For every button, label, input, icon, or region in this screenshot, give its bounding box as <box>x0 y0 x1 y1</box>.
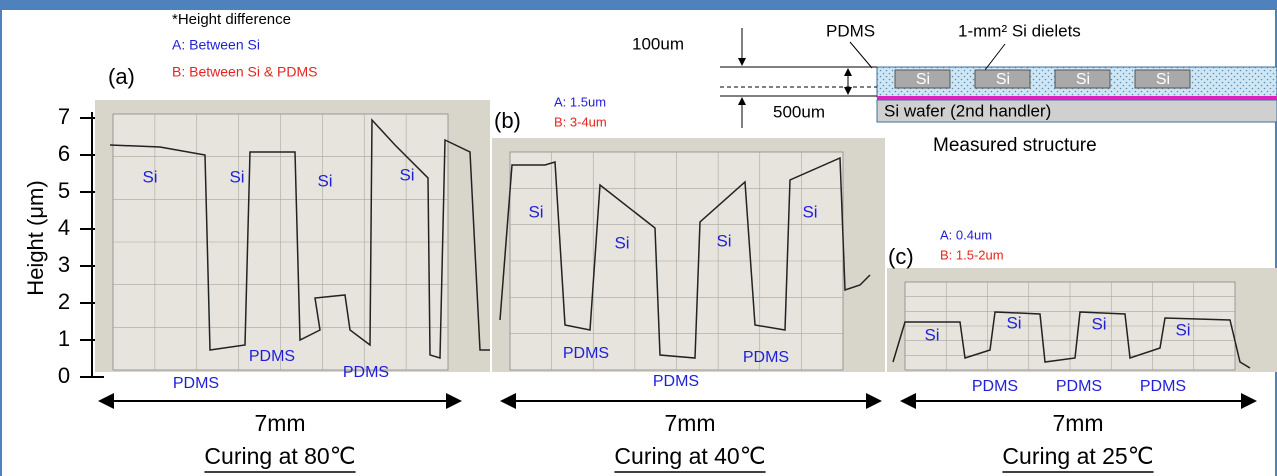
si-label: Si <box>1091 314 1106 333</box>
panel-a: A: 1.5um <box>554 94 606 109</box>
photo-trace <box>109 118 490 360</box>
si-dielet <box>1054 69 1111 89</box>
si-dielet <box>1134 69 1191 89</box>
photo <box>887 268 1277 372</box>
structure-caption: Measured structure <box>933 135 1097 156</box>
panel-tag: (c) <box>888 244 914 269</box>
si-dielet <box>894 69 951 89</box>
structure-si: Si <box>1156 71 1170 88</box>
y-tick-label: 4 <box>58 215 70 240</box>
y-tick-label: 3 <box>58 252 70 277</box>
left-border <box>0 0 2 476</box>
note-a: A: Between Si <box>172 37 260 53</box>
structure-pdms: PDMS <box>826 21 875 40</box>
panel-b: B: 1.5-2um <box>940 247 1004 262</box>
scale-label: 7mm <box>1052 410 1103 436</box>
pdms-label: PDMS <box>1056 378 1102 395</box>
pdms-label: PDMS <box>249 348 295 365</box>
scale-label: 7mm <box>254 410 305 436</box>
si-dielet <box>974 69 1031 89</box>
structure-si: Si <box>916 71 930 88</box>
note-title: *Height difference <box>172 11 291 28</box>
panel-caption: Curing at 40℃ <box>614 443 765 469</box>
panel-caption: Curing at 25℃ <box>1002 443 1153 469</box>
photo-trace <box>892 311 1251 369</box>
si-label: Si <box>142 167 157 186</box>
y-tick-label: 1 <box>58 326 70 351</box>
panel-tag: (a) <box>108 64 135 89</box>
si-label: Si <box>528 202 543 221</box>
pdms-label: PDMS <box>563 345 609 362</box>
pdms-label: PDMS <box>653 373 699 390</box>
y-tick-label: 2 <box>58 289 70 314</box>
structure-top: 100um <box>632 34 684 53</box>
pointer <box>849 41 873 69</box>
pdms-label: PDMS <box>173 375 219 392</box>
si-label: Si <box>229 167 244 186</box>
note-b: B: Between Si & PDMS <box>172 64 318 80</box>
si-label: Si <box>1175 320 1190 339</box>
si-label: Si <box>1006 313 1021 332</box>
pdms-label: PDMS <box>743 349 789 366</box>
y-axis-label: Height (μm) <box>23 180 48 295</box>
structure-si: Si <box>996 71 1010 88</box>
bond-layer <box>877 96 1277 100</box>
structure: PDMS 1-mm² Si dielets 100um 500um Si waf… <box>632 21 1277 156</box>
y-tick-label: 6 <box>58 141 70 166</box>
photo-trace <box>499 156 871 359</box>
right-border <box>1275 0 1277 476</box>
structure-dielets: 1-mm² Si dielets <box>958 21 1081 40</box>
pdms-label: PDMS <box>1140 378 1186 395</box>
panel-a: A: 0.4um <box>940 227 992 242</box>
si-label: Si <box>399 165 414 184</box>
wafer <box>876 99 1277 123</box>
top-band <box>0 0 1277 10</box>
y-tick-label: 5 <box>58 178 70 203</box>
panel-tag: (b) <box>494 108 521 133</box>
structure-bottom: 500um <box>773 102 825 121</box>
photo <box>95 100 490 372</box>
pdms-label: PDMS <box>972 378 1018 395</box>
structure-wafer: Si wafer (2nd handler) <box>884 101 1051 120</box>
y-tick-label: 7 <box>58 104 70 129</box>
panel-caption: Curing at 80℃ <box>204 443 355 469</box>
pdms-label: PDMS <box>343 364 389 381</box>
photo <box>492 138 885 372</box>
si-label: Si <box>614 233 629 252</box>
si-label: Si <box>802 202 817 221</box>
pointer <box>984 43 1006 71</box>
y-tick-label: 0 <box>58 363 70 388</box>
panel-b: B: 3-4um <box>554 114 607 129</box>
scale-label: 7mm <box>664 410 715 436</box>
si-label: Si <box>317 171 332 190</box>
si-label: Si <box>924 325 939 344</box>
structure-si: Si <box>1076 71 1090 88</box>
si-label: Si <box>716 231 731 250</box>
